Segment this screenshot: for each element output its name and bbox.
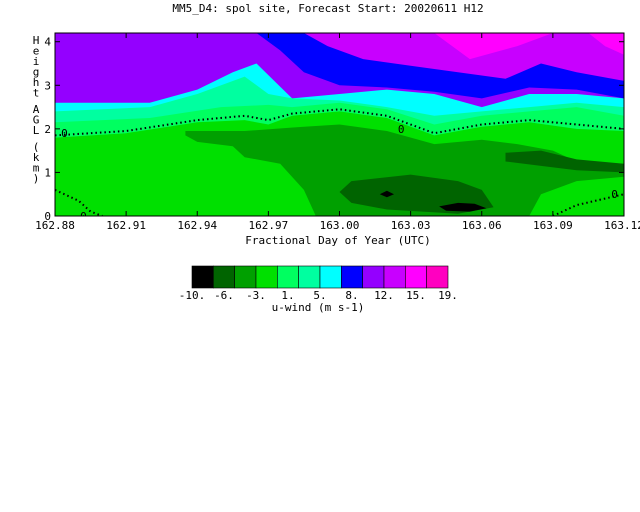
colorbar-swatch-7 [341, 265, 363, 289]
y-label-char-14: ) [33, 172, 40, 185]
zero-contour-line-2 [552, 193, 624, 216]
y-label-char-3: g [33, 66, 40, 79]
x-tick-label-1: 162.91 [106, 219, 146, 232]
y-axis: 0 1 2 3 4 [44, 36, 624, 223]
y-label-char-1: e [33, 45, 40, 58]
colorbar-swatch-1 [213, 265, 235, 289]
colorbar-swatch-4 [277, 265, 299, 289]
y-label-char-8: G [33, 114, 40, 127]
y-label-char-9: L [33, 124, 40, 137]
contour-label-3: 0 [611, 188, 618, 201]
x-tick-label-5: 163.03 [391, 219, 431, 232]
colorbar-tick-label-7: 15. [406, 289, 426, 302]
colorbar-swatch-0 [191, 265, 214, 289]
colorbar-tick-label-8: 19. [438, 289, 458, 302]
contour-region-11 [379, 190, 394, 198]
contour-label-2: 0 [80, 210, 87, 223]
colorbar-tick-label-4: 5. [313, 289, 326, 302]
colorbar-swatch-10 [405, 265, 427, 289]
chart-title: MM5_D4: spol site, Forecast Start: 20020… [172, 2, 483, 15]
colorbar-swatch-5 [298, 265, 321, 289]
y-label-char-7: A [33, 103, 40, 116]
y-label-char-2: i [33, 55, 40, 68]
x-tick-label-4: 163.00 [320, 219, 360, 232]
contour-region-10 [439, 202, 487, 212]
y-label-char-4: h [33, 76, 40, 89]
y-label-char-0: H [33, 34, 40, 47]
y-label-char-12: k [33, 151, 40, 164]
y-tick-label-3: 3 [44, 79, 51, 92]
plot-area: 0 0 0 0 [54, 32, 625, 223]
y-tick-label-1: 1 [44, 166, 51, 179]
y-label-char-5: t [33, 87, 40, 100]
x-tick-label-8: 163.12 [604, 219, 640, 232]
x-tick-label-7: 163.09 [533, 219, 573, 232]
x-tick-label-6: 163.06 [462, 219, 502, 232]
colorbar-tick-label-1: -6. [214, 289, 234, 302]
colorbar-tick-label-0: -10. [179, 289, 206, 302]
x-tick-label-3: 162.97 [249, 219, 289, 232]
x-axis-label: Fractional Day of Year (UTC) [245, 234, 430, 247]
contour-region-15 [588, 33, 624, 55]
y-label-char-11: ( [33, 141, 40, 154]
contour-region-8 [505, 150, 624, 173]
colorbar-tick-label-2: -3. [246, 289, 266, 302]
colorbar-tick-label-5: 8. [345, 289, 358, 302]
colorbar-swatch-9 [383, 265, 406, 289]
colorbar-swatch-11 [426, 265, 449, 289]
y-tick-label-0: 0 [44, 210, 51, 223]
contour-region-14 [434, 33, 553, 60]
x-axis: 162.88 162.91 162.94 162.97 163.00 163.03 163.… [35, 33, 640, 232]
contour-label-1: 0 [398, 123, 405, 136]
colorbar-swatch-3 [255, 265, 278, 289]
colorbar-label: u-wind (m s-1) [272, 301, 365, 314]
colorbar-tick-label-6: 12. [374, 289, 394, 302]
contour-label-0: 0 [61, 127, 68, 140]
colorbar: -10. -6. -3. 1. 5. 8. 12. 15. 19. [179, 265, 458, 302]
x-tick-label-0: 162.88 [35, 219, 75, 232]
y-tick-label-2: 2 [44, 123, 51, 136]
contour-region-13 [303, 33, 624, 81]
x-tick-label-2: 162.94 [177, 219, 217, 232]
colorbar-tick-label-3: 1. [281, 289, 294, 302]
y-tick-label-4: 4 [44, 36, 51, 49]
colorbar-swatch-2 [234, 265, 257, 289]
y-label-char-13: m [33, 162, 40, 175]
contour-region-7 [185, 124, 624, 216]
colorbar-swatch-8 [362, 265, 385, 289]
colorbar-swatch-6 [319, 265, 342, 289]
